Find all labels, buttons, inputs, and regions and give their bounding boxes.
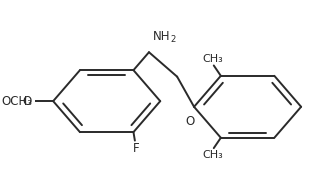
Text: CH₃: CH₃ xyxy=(202,54,223,64)
Text: O: O xyxy=(23,95,32,108)
Text: OCH₃: OCH₃ xyxy=(1,95,32,108)
Text: CH₃: CH₃ xyxy=(202,150,223,160)
Text: F: F xyxy=(133,142,140,155)
Text: O: O xyxy=(185,115,194,128)
Text: 2: 2 xyxy=(170,35,176,44)
Text: NH: NH xyxy=(153,30,171,43)
